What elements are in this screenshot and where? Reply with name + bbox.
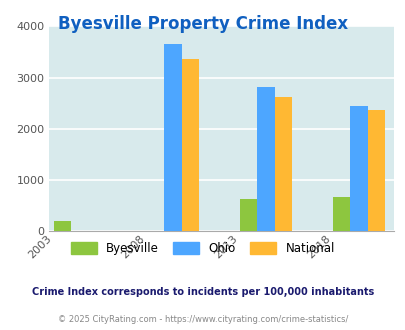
Text: © 2025 CityRating.com - https://www.cityrating.com/crime-statistics/: © 2025 CityRating.com - https://www.city… [58, 315, 347, 324]
Bar [181, 59, 198, 231]
Text: Byesville Property Crime Index: Byesville Property Crime Index [58, 15, 347, 33]
Bar [350, 106, 367, 231]
Bar [367, 110, 384, 231]
Bar [257, 87, 274, 231]
Bar [164, 44, 181, 231]
Bar [274, 97, 291, 231]
Text: Crime Index corresponds to incidents per 100,000 inhabitants: Crime Index corresponds to incidents per… [32, 287, 373, 297]
Bar [332, 197, 350, 231]
Bar [239, 199, 257, 231]
Legend: Byesville, Ohio, National: Byesville, Ohio, National [66, 237, 339, 260]
Bar [53, 221, 71, 231]
